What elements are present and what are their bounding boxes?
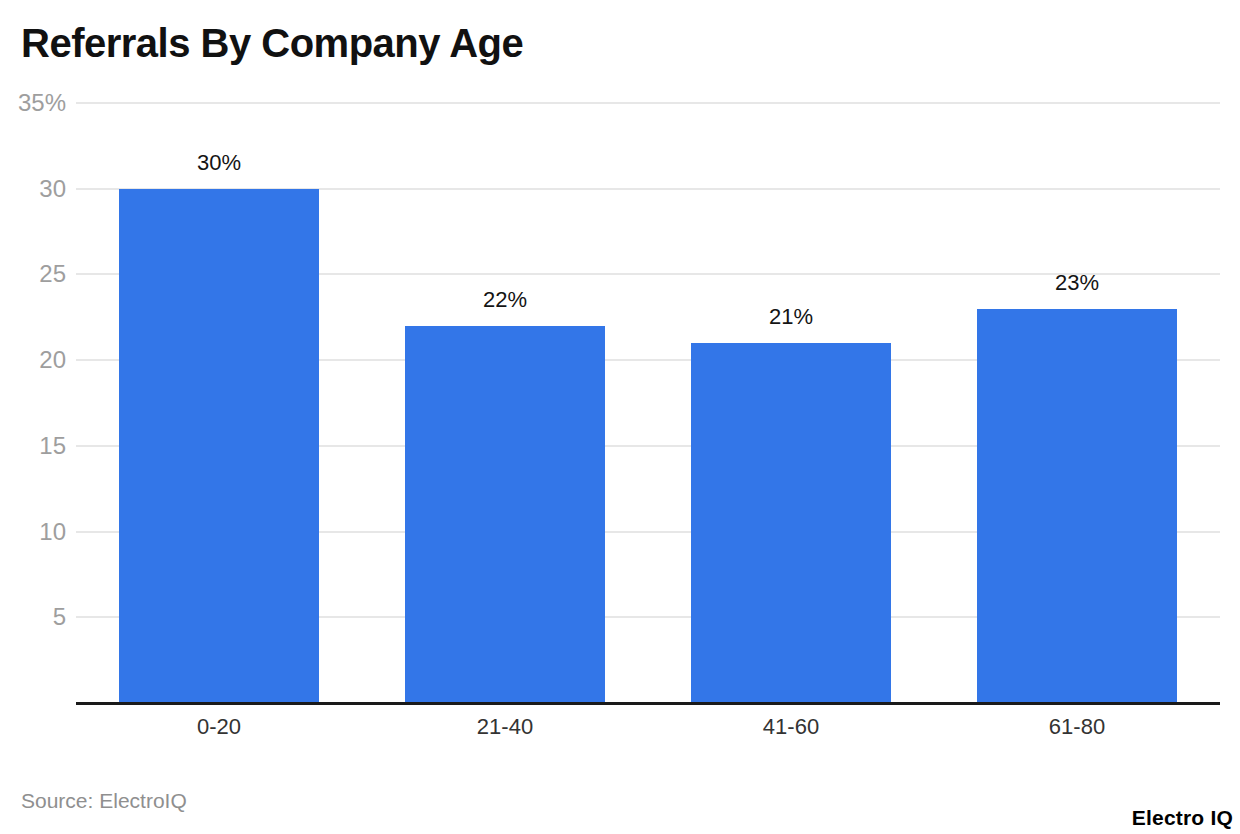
- x-axis-category-label: 61-80: [934, 714, 1220, 740]
- bar-value-label: 23%: [934, 270, 1220, 296]
- y-axis-tick-label: 10: [0, 519, 66, 545]
- x-axis-category-label: 21-40: [362, 714, 648, 740]
- y-axis-tick-label: 30: [0, 176, 66, 202]
- bar[interactable]: [977, 309, 1177, 703]
- bar-chart-plot-area: 35% 30 25 20 15 10 5 30% 0-20 22% 21-40 21% 41-60 23%…: [0, 0, 1240, 834]
- electro-iq-logo: Electro IQ: [1132, 805, 1233, 830]
- x-axis-category-label: 41-60: [648, 714, 934, 740]
- bar-value-label: 21%: [648, 304, 934, 330]
- y-axis-tick-label: 25: [0, 261, 66, 287]
- y-axis-tick-label: 35%: [0, 90, 66, 116]
- bar[interactable]: [405, 326, 605, 703]
- bar-value-label: 30%: [76, 150, 362, 176]
- y-axis-tick-label: 5: [0, 604, 66, 630]
- source-note: Source: ElectroIQ: [21, 788, 187, 813]
- y-axis-tick-label: 20: [0, 347, 66, 373]
- bar-value-label: 22%: [362, 287, 648, 313]
- x-axis-category-label: 0-20: [76, 714, 362, 740]
- chart-page: Referrals By Company Age 35%302520151053…: [0, 0, 1240, 834]
- y-axis-tick-label: 15: [0, 433, 66, 459]
- gridline: [76, 102, 1220, 104]
- bar[interactable]: [691, 343, 891, 703]
- bar[interactable]: [119, 189, 319, 703]
- x-axis-line: [76, 702, 1220, 705]
